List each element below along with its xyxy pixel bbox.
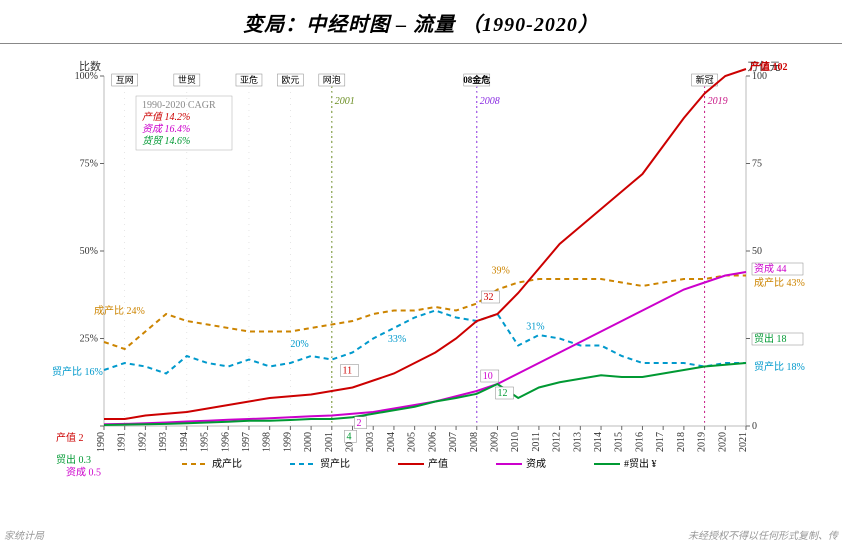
svg-text:2016: 2016 <box>634 432 645 452</box>
svg-text:25%: 25% <box>80 334 98 345</box>
svg-text:75: 75 <box>752 159 762 170</box>
page: 变局：中经时图 – 流量 （1990-2020） 25%50%75%100%比数… <box>0 0 842 544</box>
svg-text:网泡: 网泡 <box>323 74 341 85</box>
svg-text:33%: 33% <box>388 334 406 345</box>
svg-text:39%: 39% <box>491 266 509 277</box>
svg-text:2018: 2018 <box>676 432 687 452</box>
svg-text:1992: 1992 <box>137 432 148 452</box>
svg-text:50: 50 <box>752 246 762 257</box>
svg-text:产值 102: 产值 102 <box>750 60 788 73</box>
svg-text:75%: 75% <box>80 159 98 170</box>
footer-right: 未经授权不得以任何形式复制、传 <box>688 527 838 542</box>
svg-text:1991: 1991 <box>117 432 128 452</box>
svg-text:4: 4 <box>347 431 352 442</box>
svg-text:贸出 18: 贸出 18 <box>754 332 787 345</box>
svg-text:1998: 1998 <box>262 432 273 452</box>
svg-text:1990: 1990 <box>96 432 107 452</box>
svg-text:货贸 14.6%: 货贸 14.6% <box>142 135 190 147</box>
svg-text:贸产比: 贸产比 <box>320 457 350 470</box>
svg-text:贸出 0.3: 贸出 0.3 <box>56 453 91 466</box>
svg-text:亚危: 亚危 <box>240 74 258 85</box>
svg-text:2007: 2007 <box>448 432 459 452</box>
svg-text:2000: 2000 <box>303 432 314 452</box>
svg-text:2001: 2001 <box>324 432 335 452</box>
svg-text:2021: 2021 <box>738 432 749 452</box>
svg-text:世贸: 世贸 <box>178 74 196 85</box>
svg-text:2010: 2010 <box>510 432 521 452</box>
svg-text:1995: 1995 <box>200 432 211 452</box>
svg-text:32: 32 <box>483 292 493 303</box>
svg-text:2011: 2011 <box>531 432 542 452</box>
svg-text:2009: 2009 <box>489 432 500 452</box>
svg-text:产值: 产值 <box>428 457 448 470</box>
svg-text:0: 0 <box>752 421 757 432</box>
svg-text:2020: 2020 <box>717 432 728 452</box>
svg-text:新冠: 新冠 <box>696 74 714 85</box>
svg-text:2008: 2008 <box>480 96 500 107</box>
svg-text:50%: 50% <box>80 246 98 257</box>
svg-text:#贸出 ¥: #贸出 ¥ <box>624 457 657 470</box>
svg-text:成产比 43%: 成产比 43% <box>754 276 805 289</box>
chart: 25%50%75%100%比数0255075100万亿元199019911992… <box>72 58 792 478</box>
svg-text:2004: 2004 <box>386 432 397 452</box>
svg-text:1993: 1993 <box>158 432 169 452</box>
chart-title: 变局：中经时图 – 流量 （1990-2020） <box>0 0 842 43</box>
svg-text:2019: 2019 <box>708 96 728 107</box>
svg-text:1990-2020 CAGR: 1990-2020 CAGR <box>142 100 216 111</box>
svg-text:2: 2 <box>357 418 362 429</box>
svg-text:资成 16.4%: 资成 16.4% <box>142 123 190 135</box>
svg-text:2008: 2008 <box>469 432 480 452</box>
title-divider <box>0 43 842 44</box>
svg-text:20%: 20% <box>290 339 308 350</box>
svg-text:资成 44: 资成 44 <box>754 263 787 275</box>
svg-text:2017: 2017 <box>655 432 666 452</box>
svg-text:成产比: 成产比 <box>212 457 242 470</box>
svg-text:2005: 2005 <box>407 432 418 452</box>
svg-text:互网: 互网 <box>116 75 134 85</box>
footer-left: 家统计局 <box>4 527 44 542</box>
svg-text:产值 2: 产值 2 <box>56 431 84 444</box>
svg-text:2014: 2014 <box>593 432 604 452</box>
svg-text:08金危: 08金危 <box>463 74 490 85</box>
svg-text:产值 14.2%: 产值 14.2% <box>142 111 190 123</box>
svg-text:资成: 资成 <box>526 458 546 470</box>
svg-text:31%: 31% <box>526 322 544 333</box>
svg-text:比数: 比数 <box>79 60 101 73</box>
svg-text:2001: 2001 <box>335 96 355 107</box>
svg-text:资成 0.5: 资成 0.5 <box>66 466 101 478</box>
svg-text:12: 12 <box>497 388 507 399</box>
svg-text:成产比 24%: 成产比 24% <box>94 304 145 317</box>
svg-text:1996: 1996 <box>220 432 231 452</box>
svg-text:2013: 2013 <box>572 432 583 452</box>
svg-text:1997: 1997 <box>241 432 252 452</box>
svg-text:2003: 2003 <box>365 432 376 452</box>
svg-text:2012: 2012 <box>552 432 563 452</box>
svg-text:1994: 1994 <box>179 432 190 452</box>
svg-text:2006: 2006 <box>427 432 438 452</box>
svg-text:欧元: 欧元 <box>281 74 299 85</box>
svg-text:贸产比 16%: 贸产比 16% <box>52 365 103 378</box>
svg-text:10: 10 <box>483 371 493 382</box>
svg-text:11: 11 <box>343 366 353 377</box>
svg-text:2015: 2015 <box>614 432 625 452</box>
svg-text:2019: 2019 <box>697 432 708 452</box>
svg-text:1999: 1999 <box>282 432 293 452</box>
svg-text:贸产比 18%: 贸产比 18% <box>754 360 805 373</box>
